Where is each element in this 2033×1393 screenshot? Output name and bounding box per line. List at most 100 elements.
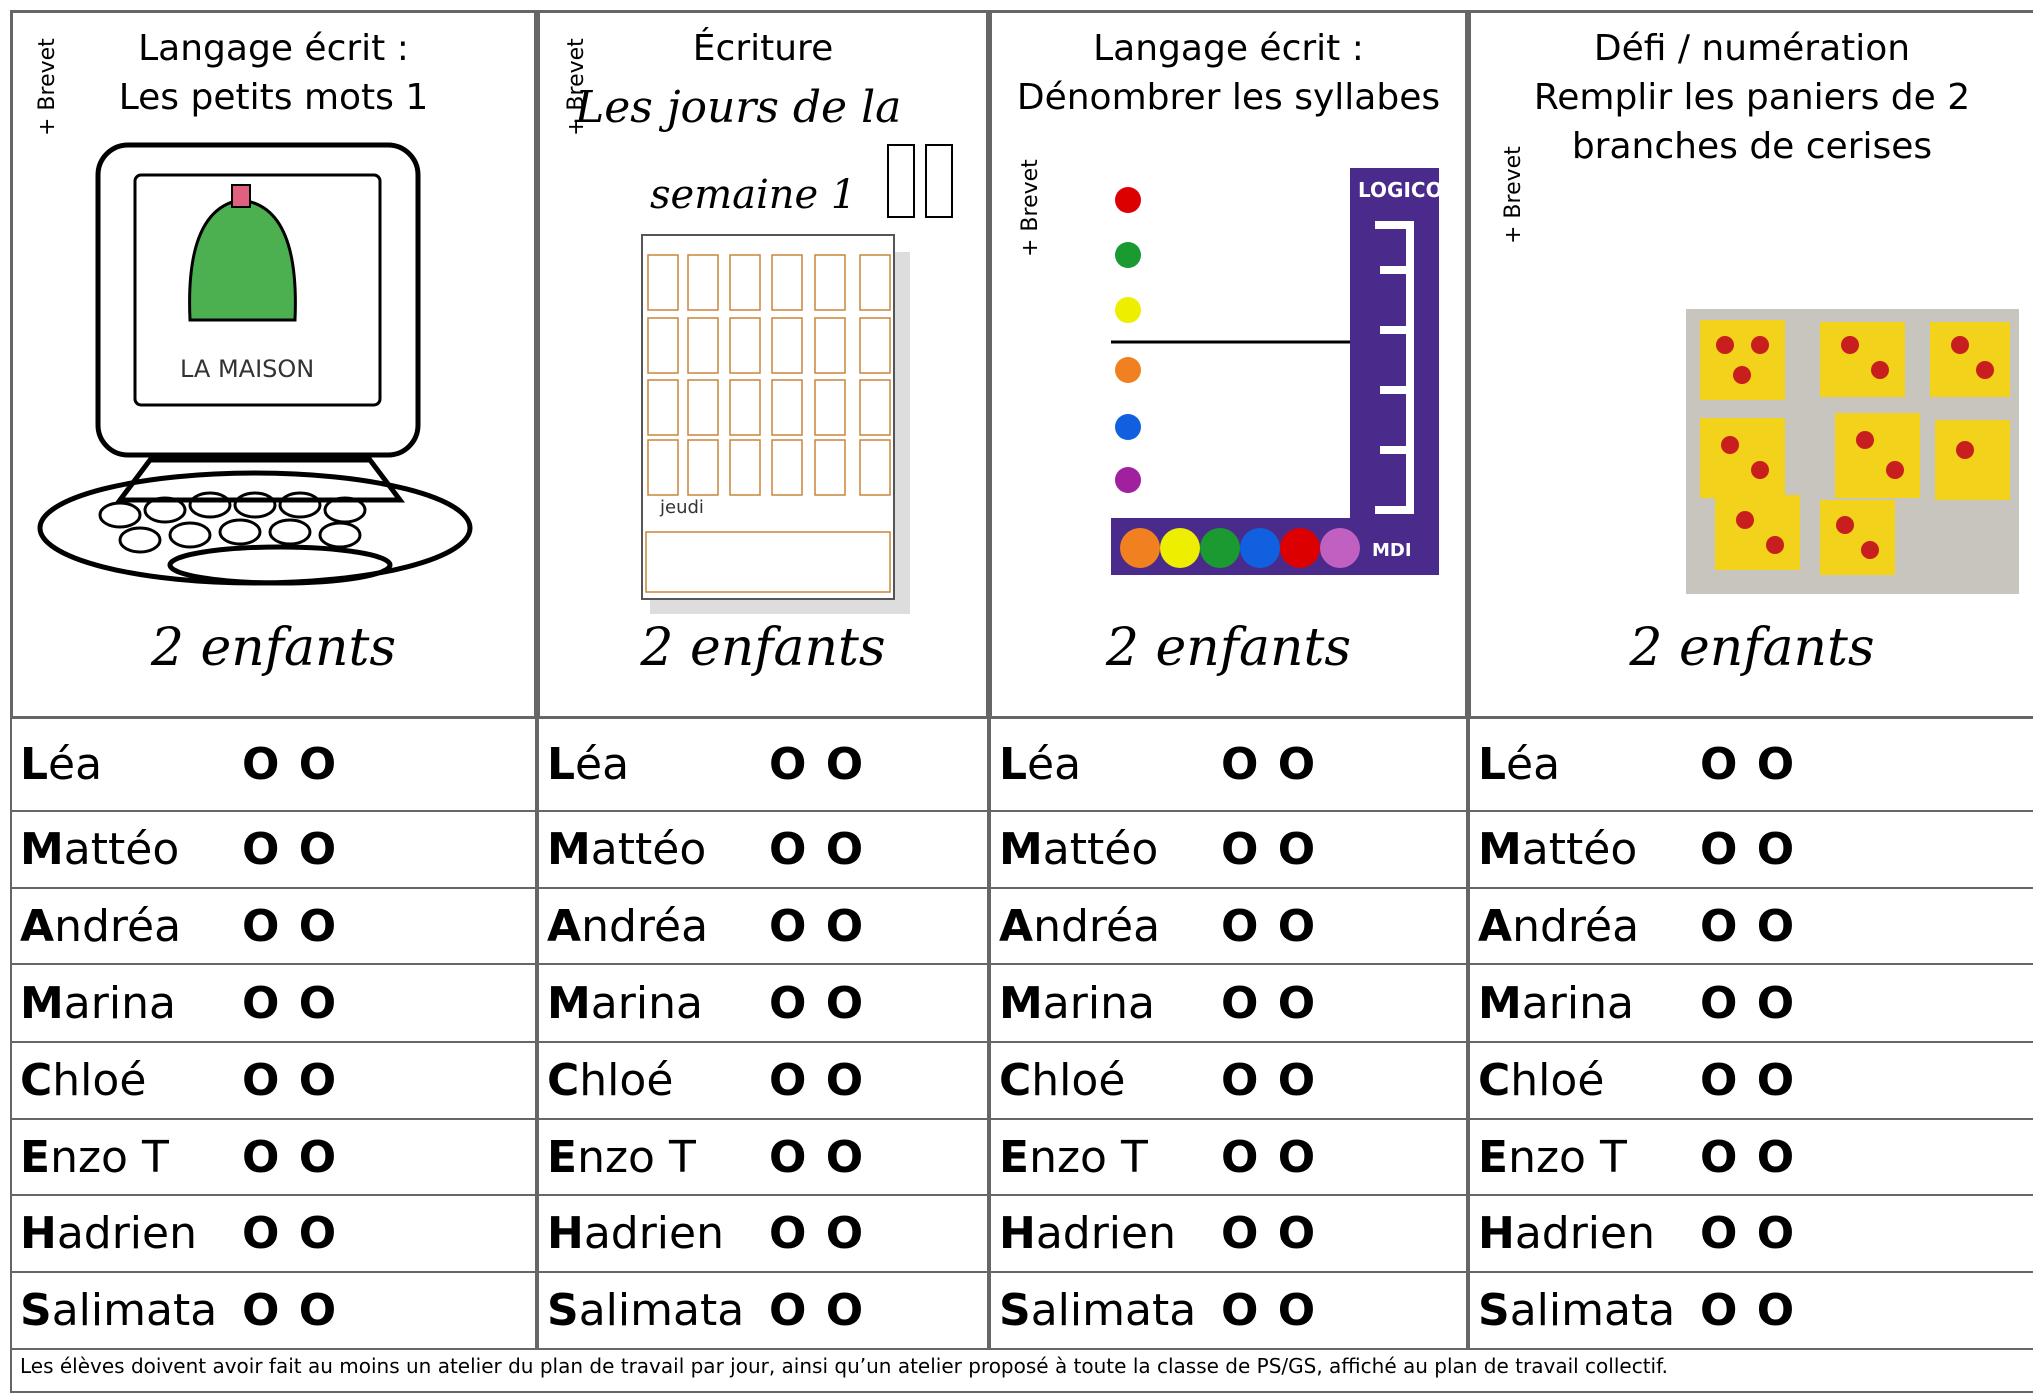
- footer-note: Les élèves doivent avoir fait au moins u…: [10, 1348, 2033, 1393]
- name-row: Mattéo O O: [537, 810, 989, 889]
- child-name: Marina: [20, 977, 176, 1029]
- workshop-title: Défi / numération: [1593, 28, 1911, 69]
- name-row: Hadrien O O: [989, 1194, 1468, 1273]
- check-circles: O O: [1700, 1055, 1797, 1106]
- child-name: Andréa: [547, 900, 709, 952]
- child-name: Enzo T: [20, 1131, 169, 1183]
- image-text: LOGICO: [1358, 178, 1443, 202]
- check-circles: O O: [242, 900, 339, 952]
- child-name: Andréa: [1478, 900, 1640, 952]
- check-circles: O O: [1700, 1285, 1797, 1336]
- check-circles: O O: [769, 739, 866, 790]
- check-circles: O O: [1221, 1208, 1318, 1259]
- child-name: Léa: [999, 739, 1082, 790]
- name-row: Mattéo O O: [1468, 810, 2033, 889]
- caption: 2 enfants: [640, 618, 886, 678]
- name-row: Chloé O O: [1468, 1041, 2033, 1120]
- worksheet: [641, 144, 953, 614]
- name-row: Enzo T O O: [537, 1118, 989, 1196]
- name-row: Hadrien O O: [537, 1194, 989, 1273]
- child-name: Mattéo: [999, 824, 1159, 875]
- name-row: Enzo T O O: [1468, 1118, 2033, 1196]
- image-text: MDI: [1372, 540, 1412, 561]
- child-name: Enzo T: [1478, 1131, 1627, 1183]
- child-name: Hadrien: [20, 1208, 197, 1259]
- check-circles: O O: [242, 739, 339, 790]
- check-circles: O O: [769, 824, 866, 875]
- name-row: Andréa O O: [1468, 887, 2033, 965]
- check-circles: O O: [242, 1285, 339, 1336]
- child-name: Andréa: [20, 900, 182, 952]
- workshop-title: Les petits mots 1: [118, 77, 429, 118]
- check-circles: O O: [769, 1055, 866, 1106]
- check-circles: O O: [1221, 900, 1318, 952]
- name-row: Marina O O: [10, 963, 537, 1043]
- illustrations: [37, 142, 2019, 614]
- child-name: Léa: [1478, 739, 1561, 790]
- workshop-title: Écriture: [692, 28, 834, 69]
- name-row: Mattéo O O: [10, 810, 537, 889]
- workshop-title: branches de cerises: [1571, 126, 1933, 167]
- cherries-photo: [1686, 309, 2019, 594]
- child-name: Hadrien: [999, 1208, 1176, 1259]
- child-name: Marina: [547, 977, 703, 1029]
- logico-card: [1111, 160, 1439, 575]
- image-text: jeudi: [660, 497, 704, 518]
- child-name: Marina: [999, 977, 1155, 1029]
- child-name: Mattéo: [1478, 824, 1638, 875]
- workshop-title: Dénombrer les syllabes: [1016, 77, 1441, 118]
- check-circles: O O: [1221, 824, 1318, 875]
- check-circles: O O: [1221, 1131, 1318, 1183]
- name-row: Marina O O: [989, 963, 1468, 1043]
- check-circles: O O: [242, 1055, 339, 1106]
- name-row: Salimata O O: [537, 1271, 989, 1350]
- name-row: Salimata O O: [10, 1271, 537, 1350]
- name-row: Marina O O: [537, 963, 989, 1043]
- child-name: Hadrien: [547, 1208, 724, 1259]
- check-circles: O O: [769, 1131, 866, 1183]
- image-text: LA MAISON: [180, 355, 315, 383]
- workshop-title: Remplir les paniers de 2: [1533, 77, 1971, 118]
- workshop-title: Langage écrit :: [138, 28, 409, 69]
- child-name: Salimata: [1478, 1285, 1676, 1336]
- name-row: Enzo T O O: [10, 1118, 537, 1196]
- name-row: Hadrien O O: [10, 1194, 537, 1273]
- check-circles: O O: [769, 977, 866, 1029]
- name-row: Chloé O O: [10, 1041, 537, 1120]
- check-circles: O O: [1700, 900, 1797, 952]
- child-name: Chloé: [20, 1055, 147, 1106]
- check-circles: O O: [769, 1285, 866, 1336]
- cursive-title: Les jours de la: [575, 82, 902, 133]
- check-circles: O O: [1221, 739, 1318, 790]
- child-name: Salimata: [999, 1285, 1197, 1336]
- check-circles: O O: [1700, 739, 1797, 790]
- check-circles: O O: [242, 1208, 339, 1259]
- check-circles: O O: [1221, 977, 1318, 1029]
- check-circles: O O: [1700, 1208, 1797, 1259]
- workshop-title: Langage écrit :: [1093, 28, 1364, 69]
- check-circles: O O: [1700, 977, 1797, 1029]
- child-name: Enzo T: [999, 1131, 1148, 1183]
- child-name: Chloé: [999, 1055, 1126, 1106]
- caption: 2 enfants: [1629, 618, 1875, 678]
- child-name: Salimata: [547, 1285, 745, 1336]
- computer-drawing: [37, 142, 473, 586]
- check-circles: O O: [769, 900, 866, 952]
- child-name: Mattéo: [20, 824, 180, 875]
- check-circles: O O: [1221, 1055, 1318, 1106]
- check-circles: O O: [769, 1208, 866, 1259]
- check-circles: O O: [242, 1131, 339, 1183]
- name-row: Chloé O O: [989, 1041, 1468, 1120]
- name-row: Léa O O: [10, 717, 537, 812]
- child-name: Marina: [1478, 977, 1634, 1029]
- brevet-label: + Brevet: [1018, 159, 1043, 257]
- child-name: Andréa: [999, 900, 1161, 952]
- cursive-title: semaine 1: [650, 172, 857, 218]
- name-row: Léa O O: [989, 717, 1468, 812]
- check-circles: O O: [1700, 1131, 1797, 1183]
- child-name: Mattéo: [547, 824, 707, 875]
- caption: 2 enfants: [150, 618, 397, 678]
- child-name: Chloé: [547, 1055, 674, 1106]
- name-row: Mattéo O O: [989, 810, 1468, 889]
